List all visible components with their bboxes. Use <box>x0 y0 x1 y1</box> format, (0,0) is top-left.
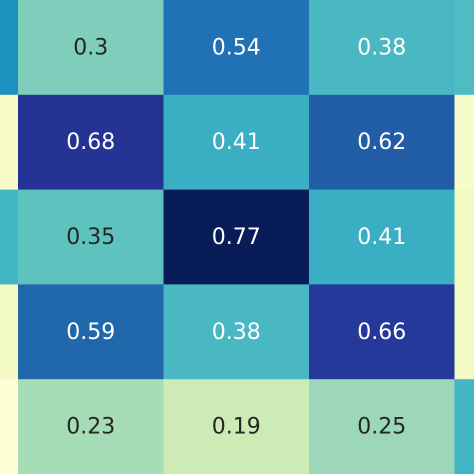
heatmap-cell <box>309 284 455 380</box>
cell-label: 0.77 <box>212 225 261 250</box>
cell-label: 0.59 <box>66 320 115 345</box>
heatmap-cell <box>18 189 164 285</box>
heatmap-cell <box>454 284 474 380</box>
heatmap-cell <box>0 284 19 380</box>
heatmap-cell <box>18 284 164 380</box>
heatmap-cell <box>0 0 19 96</box>
heatmap-cell <box>163 0 310 96</box>
cell-label: 0.23 <box>66 415 115 440</box>
heatmap-cell <box>454 0 474 96</box>
heatmap-cell <box>0 189 19 285</box>
cell-label: 0.3 <box>73 35 108 60</box>
cell-label: 0.41 <box>212 130 261 155</box>
heatmap-cell <box>454 379 474 474</box>
cell-label: 0.54 <box>212 35 261 60</box>
cell-label: 0.35 <box>66 225 115 250</box>
heatmap-cell <box>0 94 19 191</box>
cell-label: 0.41 <box>357 225 406 250</box>
heatmap-cell <box>163 284 310 380</box>
heatmap-cell <box>163 189 310 285</box>
heatmap-cell <box>163 379 310 474</box>
heatmap-cell <box>0 379 19 474</box>
cell-label: 0.38 <box>212 320 261 345</box>
heatmap-cell <box>18 0 164 96</box>
cell-label: 0.68 <box>66 130 115 155</box>
cell-label: 0.25 <box>357 415 406 440</box>
heatmap-cell <box>18 379 164 474</box>
heatmap-cell <box>163 94 310 191</box>
cell-label: 0.62 <box>357 130 406 155</box>
heatmap-cell <box>309 0 455 96</box>
heatmap-cell <box>309 189 455 285</box>
cell-label: 0.66 <box>357 320 406 345</box>
heatmap-cell <box>309 94 455 191</box>
heatmap-cell <box>454 94 474 191</box>
heatmap-cell <box>18 94 164 191</box>
heatmap-cell <box>309 379 455 474</box>
cell-label: 0.19 <box>212 415 261 440</box>
heatmap-cell <box>454 189 474 285</box>
cell-label: 0.38 <box>357 35 406 60</box>
